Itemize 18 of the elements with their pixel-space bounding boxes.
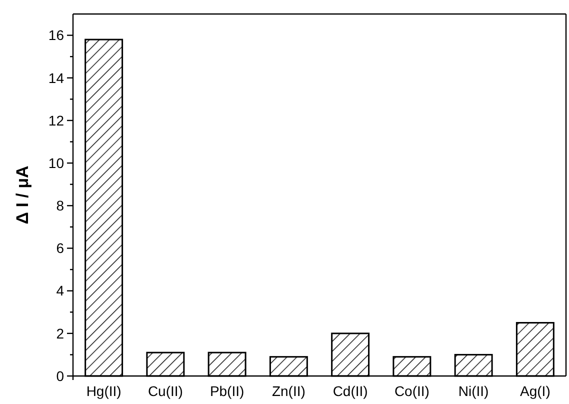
y-tick-label: 6 xyxy=(56,240,64,256)
y-tick-label: 0 xyxy=(56,368,64,384)
y-tick-label: 8 xyxy=(56,198,64,214)
y-tick-label: 10 xyxy=(48,154,64,171)
x-tick-label: Cd(II) xyxy=(332,383,368,399)
x-tick-label: Pb(II) xyxy=(210,383,244,399)
y-tick-label: 16 xyxy=(48,27,64,44)
x-tick-label: Ni(II) xyxy=(458,383,489,399)
x-tick-label: Hg(II) xyxy=(86,383,122,399)
y-axis-title: Δ I / μA xyxy=(13,166,32,224)
x-tick-label: Ag(I) xyxy=(520,383,550,399)
y-tick-label: 12 xyxy=(48,112,64,128)
x-tick-label: Zn(II) xyxy=(272,383,306,399)
x-tick-label: Cu(II) xyxy=(148,383,183,399)
y-tick-label: 4 xyxy=(56,282,64,299)
y-tick-label: 14 xyxy=(48,70,64,86)
x-tick-label: Co(II) xyxy=(394,383,430,399)
y-tick-label: 2 xyxy=(56,325,64,342)
